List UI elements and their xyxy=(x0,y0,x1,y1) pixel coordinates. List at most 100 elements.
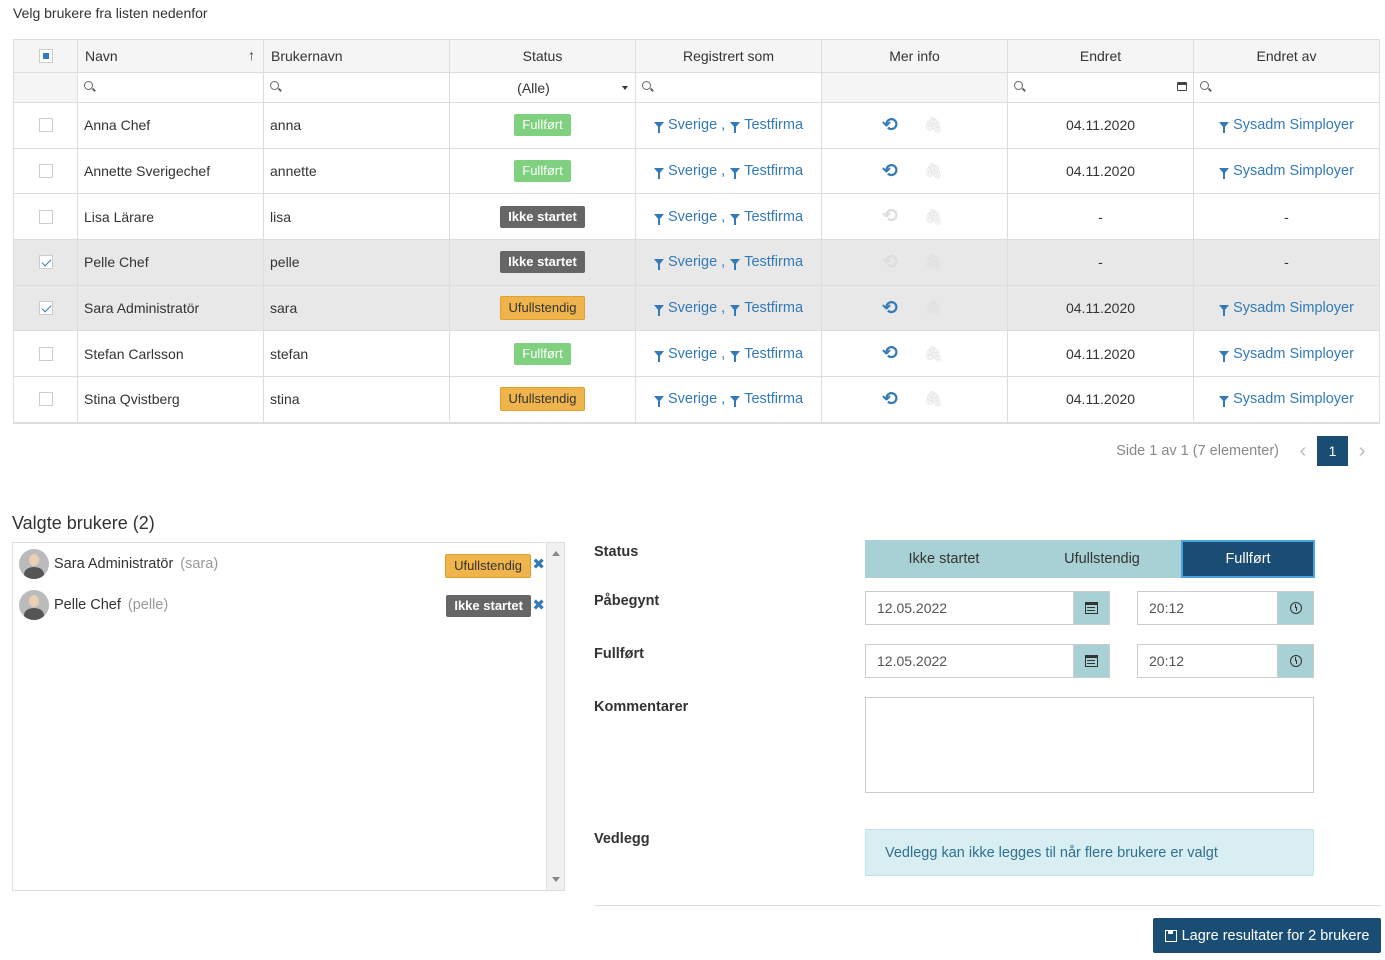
scrollbar[interactable] xyxy=(546,543,564,890)
registered-filter-input[interactable] xyxy=(636,73,822,102)
row-checkbox[interactable] xyxy=(38,118,53,133)
table-row[interactable]: Sara Administratör sara Ufullstendig Sve… xyxy=(14,285,1379,332)
table-row[interactable]: Annette Sverigechef annette Fullført Sve… xyxy=(14,148,1379,195)
status-option-completed[interactable]: Fullført xyxy=(1181,540,1315,578)
registered-link-country[interactable]: Sverige xyxy=(653,254,718,271)
username-filter-input[interactable] xyxy=(264,73,450,102)
row-checkbox[interactable] xyxy=(38,209,53,224)
status-option-incomplete[interactable]: Ufullstendig xyxy=(1064,551,1140,567)
row-checkbox[interactable] xyxy=(38,255,53,270)
changed-by-link[interactable]: Sysadm Simployer xyxy=(1219,346,1354,362)
chevron-right-icon[interactable]: › xyxy=(1358,439,1366,462)
cell-changed: 04.11.2020 xyxy=(1008,148,1194,194)
header-changed[interactable]: Endret xyxy=(1008,40,1194,72)
changed-by-filter-input[interactable] xyxy=(1194,73,1379,102)
status-option-not-started[interactable]: Ikke startet xyxy=(908,551,980,567)
table-row[interactable]: Stefan Carlsson stefan Fullført Sverige … xyxy=(14,331,1379,378)
registered-link-country[interactable]: Sverige xyxy=(653,117,717,134)
cell-username: pelle xyxy=(264,240,450,285)
row-checkbox[interactable] xyxy=(38,164,53,179)
registered-link-company[interactable]: Testfirma xyxy=(730,209,803,225)
started-time-input[interactable]: 20:12 xyxy=(1137,591,1314,625)
registered-link-country[interactable]: Sverige xyxy=(653,163,717,180)
completed-date-picker-button[interactable] xyxy=(1073,645,1109,677)
completed-date-input[interactable]: 12.05.2022 xyxy=(865,644,1110,678)
registered-link-country[interactable]: Sverige xyxy=(653,209,717,225)
row-select-cell[interactable] xyxy=(14,240,78,285)
changed-by-link[interactable]: Sysadm Simployer xyxy=(1219,117,1354,134)
started-time-value[interactable]: 20:12 xyxy=(1149,600,1185,616)
chevron-left-icon[interactable]: ‹ xyxy=(1299,439,1307,462)
row-checkbox[interactable] xyxy=(38,346,53,361)
header-changed-by[interactable]: Endret av xyxy=(1194,40,1379,72)
history-icon[interactable]: ⟲ xyxy=(882,343,898,365)
history-icon[interactable]: ⟲ xyxy=(882,114,898,136)
started-time-picker-button[interactable] xyxy=(1277,592,1313,624)
header-status[interactable]: Status xyxy=(450,40,636,72)
row-checkbox[interactable] xyxy=(38,392,53,407)
registered-link-company[interactable]: Testfirma xyxy=(730,117,803,134)
table-row[interactable]: Stina Qvistberg stina Ufullstendig Sveri… xyxy=(14,377,1379,423)
row-select-cell[interactable] xyxy=(14,148,78,194)
history-icon[interactable]: ⟲ xyxy=(882,388,898,410)
row-select-cell[interactable] xyxy=(14,377,78,422)
header-name-label: Navn xyxy=(85,48,118,64)
filter-icon xyxy=(653,350,664,362)
paperclip-icon: 🖇 xyxy=(923,254,943,272)
changed-by-link[interactable]: Sysadm Simployer xyxy=(1219,163,1354,180)
table-row[interactable]: Lisa Lärare lisa Ikke startet Sverige , … xyxy=(14,194,1379,241)
header-username[interactable]: Brukernavn xyxy=(264,40,450,72)
header-name[interactable]: Navn ↑ xyxy=(78,40,264,72)
close-icon[interactable]: ✖ xyxy=(532,597,545,614)
cell-name: Pelle Chef xyxy=(78,240,264,285)
changed-by-link[interactable]: Sysadm Simployer xyxy=(1219,300,1354,317)
registered-link-company[interactable]: Testfirma xyxy=(730,163,803,180)
row-select-cell[interactable] xyxy=(14,194,78,240)
registered-separator: , xyxy=(721,163,726,180)
filter-icon xyxy=(1219,396,1230,408)
history-icon[interactable]: ⟲ xyxy=(882,160,898,182)
started-date-input[interactable]: 12.05.2022 xyxy=(865,591,1110,625)
started-date-picker-button[interactable] xyxy=(1073,592,1109,624)
cell-status: Fullført xyxy=(450,148,636,194)
name-filter-input[interactable] xyxy=(78,73,264,102)
completed-time-picker-button[interactable] xyxy=(1277,645,1313,677)
registered-link-country[interactable]: Sverige xyxy=(653,346,717,362)
changed-by-link[interactable]: Sysadm Simployer xyxy=(1219,391,1354,408)
completed-time-value[interactable]: 20:12 xyxy=(1149,653,1185,669)
select-all-cell[interactable] xyxy=(14,40,78,72)
page-button[interactable]: 1 xyxy=(1317,436,1348,466)
registered-link-country[interactable]: Sverige xyxy=(653,391,717,408)
row-select-cell[interactable] xyxy=(14,103,78,148)
select-all-checkbox[interactable] xyxy=(38,49,53,63)
row-checkbox[interactable] xyxy=(38,301,53,316)
registered-link-country[interactable]: Sverige xyxy=(653,300,717,317)
selected-users-list[interactable]: Sara Administratör (sara) Ufullstendig ✖… xyxy=(12,542,565,891)
row-select-cell[interactable] xyxy=(14,331,78,377)
registered-link-company[interactable]: Testfirma xyxy=(730,391,803,408)
comments-textarea[interactable] xyxy=(865,697,1314,793)
table-row[interactable]: Anna Chef anna Fullført Sverige , Testfi… xyxy=(14,103,1379,149)
sort-ascending-icon[interactable]: ↑ xyxy=(248,47,255,63)
registered-country-text: Sverige xyxy=(667,254,718,271)
header-registered-as[interactable]: Registrert som xyxy=(636,40,822,72)
close-icon[interactable]: ✖ xyxy=(532,556,545,573)
row-select-cell[interactable] xyxy=(14,285,78,331)
completed-date-value[interactable]: 12.05.2022 xyxy=(877,653,948,669)
filter-icon xyxy=(730,396,741,408)
table-row[interactable]: Pelle Chef pelle Ikke startet Sverige , … xyxy=(14,240,1379,286)
completed-time-input[interactable]: 20:12 xyxy=(1137,644,1314,678)
save-results-button[interactable]: Lagre resultater for 2 brukere xyxy=(1153,918,1381,953)
registered-link-company[interactable]: Testfirma xyxy=(730,254,803,271)
cell-more-info: ⟲ 🖇 xyxy=(822,240,1008,285)
scroll-up-icon[interactable] xyxy=(552,551,560,556)
status-filter-select[interactable]: (Alle) xyxy=(450,73,636,102)
registered-link-company[interactable]: Testfirma xyxy=(730,346,803,362)
scroll-down-icon[interactable] xyxy=(552,877,560,882)
calendar-icon[interactable] xyxy=(1177,82,1187,91)
history-icon[interactable]: ⟲ xyxy=(882,297,898,319)
changed-filter-input[interactable] xyxy=(1008,73,1194,102)
started-date-value[interactable]: 12.05.2022 xyxy=(877,600,948,616)
registered-link-company[interactable]: Testfirma xyxy=(730,300,803,317)
paperclip-icon: 🖇 xyxy=(923,345,943,363)
